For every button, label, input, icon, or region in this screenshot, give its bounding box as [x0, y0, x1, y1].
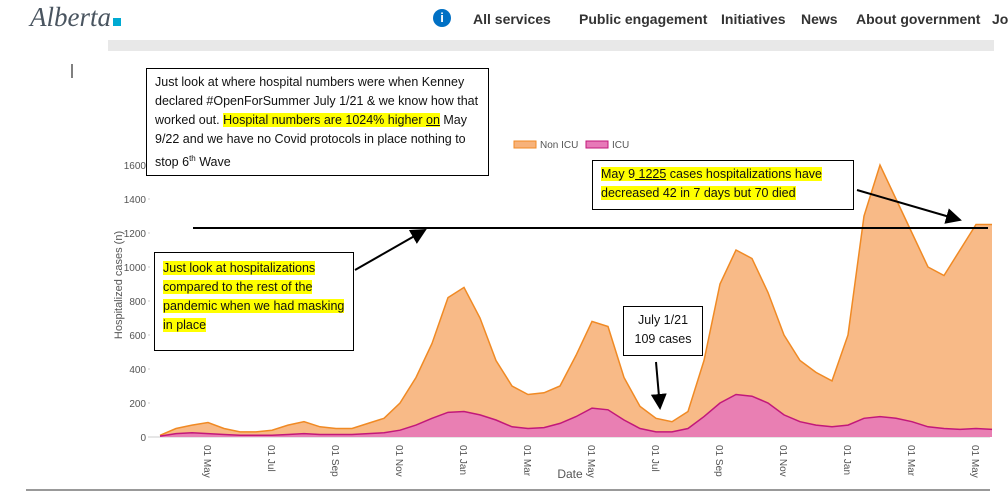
info-icon[interactable]: i: [433, 9, 451, 27]
annotation-highlight: Just look at hospitalizations compared t…: [163, 261, 345, 332]
annotation-highlight: 1225: [635, 167, 667, 181]
y-tick-label: 600: [129, 331, 146, 342]
y-tick-label: 1000: [124, 263, 147, 274]
logo[interactable]: Alberta: [30, 2, 121, 33]
legend-swatch: [585, 140, 609, 149]
legend-label: Non ICU: [540, 140, 578, 151]
annotation-highlight: May 9: [601, 167, 636, 181]
x-tick-label: 01 Jul: [265, 445, 276, 472]
x-axis-label: Date: [557, 467, 583, 481]
x-tick-label: 01 Mar: [905, 445, 916, 477]
nav-item[interactable]: Jobs: [992, 11, 1008, 27]
annotation-highlight: on: [426, 113, 440, 127]
annotation-text: Just look at where hospital numbers were…: [155, 75, 479, 127]
x-tick-label: 01 Nov: [393, 445, 404, 477]
annotation-box: May 9 1225 cases hospitalizations have d…: [592, 160, 854, 210]
area: [160, 394, 992, 437]
annotation-text: th: [189, 154, 196, 163]
x-tick-label: 01 Sep: [329, 445, 340, 477]
y-tick-label: 0: [140, 433, 146, 444]
y-tick-label: 1600: [124, 161, 147, 172]
annotation-box: July 1/21 109 cases: [623, 306, 703, 356]
nav-bar: Alberta i All services Public engagement…: [0, 0, 1008, 40]
arrow: [650, 361, 667, 410]
y-tick-label: 800: [129, 297, 146, 308]
line: [159, 393, 993, 437]
x-tick-label: 01 May: [201, 445, 212, 478]
line: [159, 162, 992, 436]
y-tick-label: 200: [129, 399, 146, 410]
annotation-text: July 1/21: [637, 313, 689, 327]
y-tick-label: 1200: [124, 229, 147, 240]
nav-item[interactable]: Public engagement: [579, 11, 708, 27]
annotation-text: May 9/22 and we have no Covid protocols …: [155, 113, 467, 170]
nav-item[interactable]: About government: [856, 11, 981, 27]
legend-swatch: [513, 140, 537, 149]
nav-item[interactable]: News: [801, 11, 838, 27]
annotation-text: Wave: [195, 155, 231, 170]
annotation-highlight: Hospital numbers are 1024% higher: [223, 113, 426, 127]
x-tick-label: 01 Sep: [713, 445, 724, 477]
nav-item[interactable]: Initiatives: [721, 11, 786, 27]
annotation-text: 109 cases: [634, 332, 692, 346]
x-tick-label: 01 Nov: [777, 445, 788, 477]
y-axis-label: Hospitalized cases (n): [113, 231, 125, 339]
arrow: [354, 229, 427, 271]
arrow: [856, 189, 962, 224]
annotation-box: Just look at hospitalizations compared t…: [154, 252, 354, 351]
x-tick-label: 01 Jan: [457, 445, 468, 475]
area: [160, 165, 992, 437]
x-tick-label: 01 Jan: [841, 445, 852, 475]
scrollbar[interactable]: [108, 40, 994, 51]
legend-label: ICU: [612, 140, 629, 151]
nav-item[interactable]: All services: [473, 11, 551, 27]
x-tick-label: 01 Jul: [649, 445, 660, 472]
x-tick-label: 01 May: [585, 445, 596, 478]
annotation-box: Just look at where hospital numbers were…: [146, 68, 489, 176]
x-tick-label: 01 Mar: [521, 445, 532, 477]
y-tick-label: 400: [129, 365, 146, 376]
y-tick-label: 1400: [124, 195, 147, 206]
x-tick-label: 01 May: [969, 445, 980, 478]
